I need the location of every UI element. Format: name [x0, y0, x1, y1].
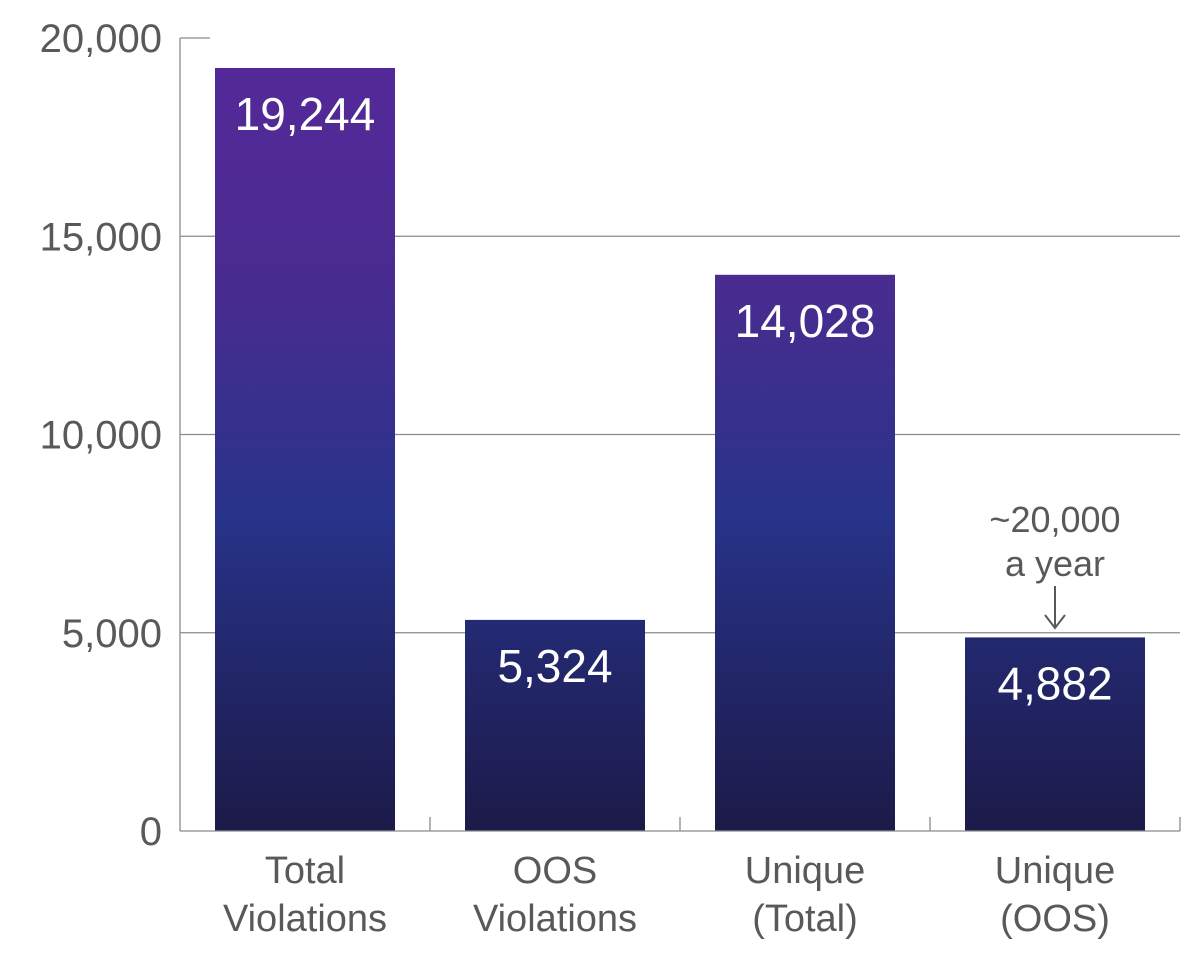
y-tick-label: 10,000 [40, 414, 162, 458]
x-tick-label: (Total) [752, 898, 858, 940]
y-tick-label: 20,000 [40, 17, 162, 61]
annotation-text: ~20,000 [989, 499, 1120, 540]
x-tick-label: OOS [513, 850, 597, 892]
bars: 19,244 5,324 14,028 4,882 [215, 67, 1145, 831]
y-tick-label: 0 [140, 810, 162, 854]
x-tick-label: Unique [745, 850, 865, 892]
arrow-head-icon [1044, 614, 1066, 630]
data-label: 4,882 [997, 657, 1112, 709]
x-tick-label: Violations [473, 898, 637, 940]
data-label: 5,324 [497, 640, 612, 692]
bar [715, 274, 895, 831]
bar [465, 619, 645, 831]
annotation-text: a year [1005, 543, 1105, 584]
data-label: 14,028 [735, 295, 876, 347]
data-label: 19,244 [235, 88, 376, 140]
x-tick-label: Unique [995, 850, 1115, 892]
y-tick-label: 15,000 [40, 215, 162, 259]
bar [215, 67, 395, 831]
y-tick-label: 5,000 [62, 612, 162, 656]
x-tick-label: Violations [223, 898, 387, 940]
x-tick-label: (OOS) [1000, 898, 1110, 940]
x-axis: Total Violations OOS Violations Unique (Total… [180, 817, 1181, 940]
bar [965, 637, 1145, 831]
y-axis: 0 5,000 10,000 15,000 20,000 [40, 17, 181, 854]
x-tick-label: Total [265, 850, 345, 892]
